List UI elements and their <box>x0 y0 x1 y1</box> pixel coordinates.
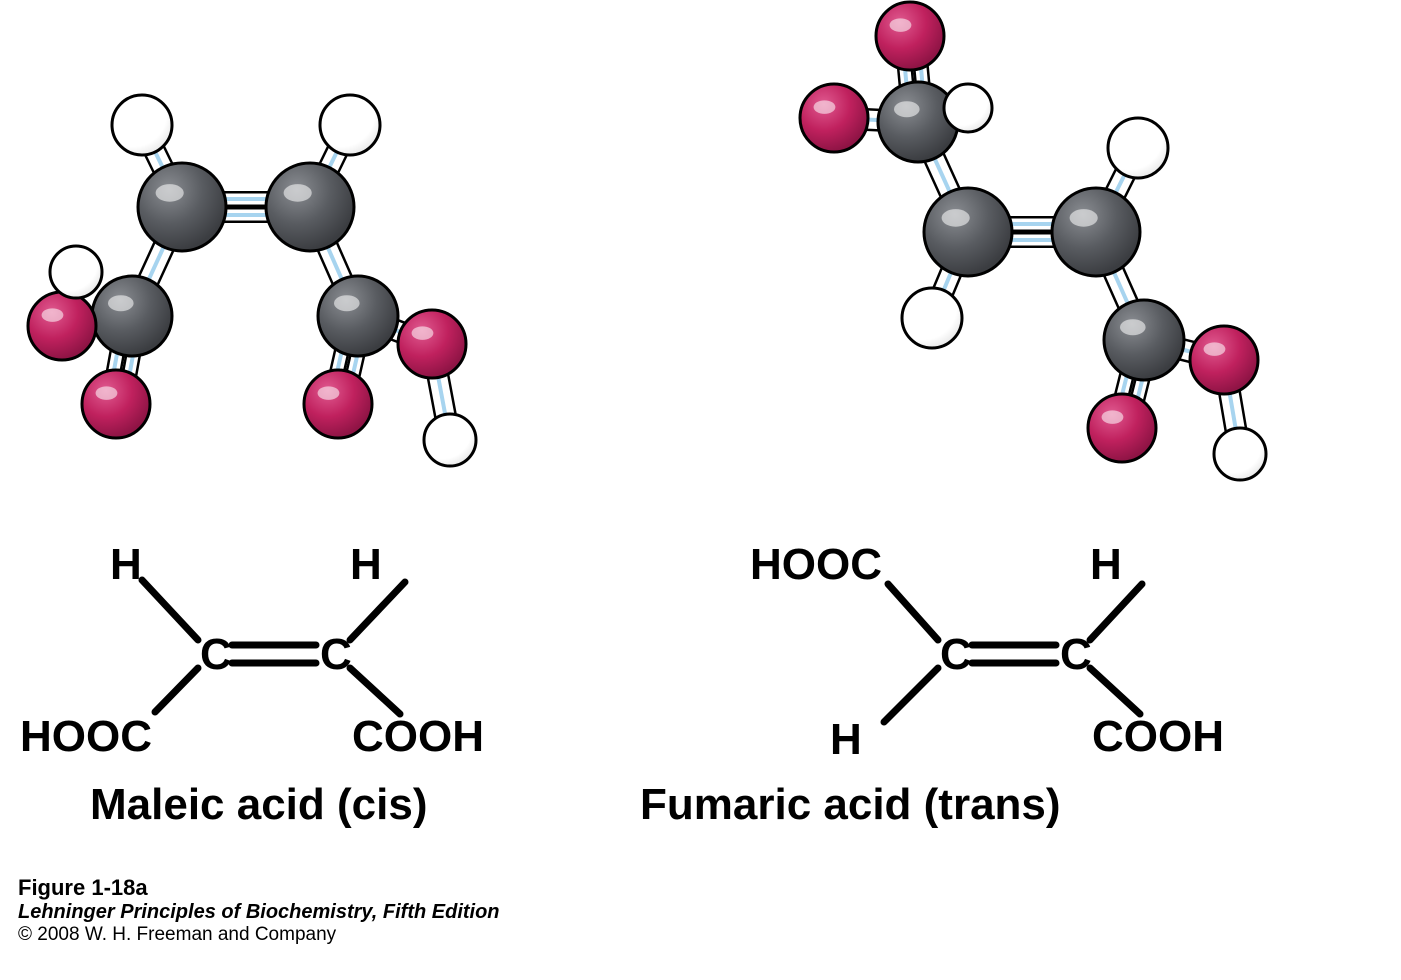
book-title: Lehninger Principles of Biochemistry, Fi… <box>18 901 500 924</box>
atom-hydrogen <box>50 246 102 298</box>
left-top-right-sub: H <box>350 540 382 590</box>
figure-number: Figure 1-18a <box>18 875 500 901</box>
atom-carbon <box>138 163 226 251</box>
atom-hydrogen <box>112 95 172 155</box>
right-top-left-sub: HOOC <box>750 540 882 590</box>
right-c-left: C <box>940 630 972 680</box>
left-bottom-left-sub: HOOC <box>20 712 152 762</box>
atom-hydrogen <box>320 95 380 155</box>
copyright-line: © 2008 W. H. Freeman and Company <box>18 924 500 946</box>
atom-oxygen <box>800 84 868 152</box>
atom-hydrogen <box>1214 428 1266 480</box>
atom-carbon <box>1104 300 1184 380</box>
right-molecule-name: Fumaric acid (trans) <box>640 780 1061 830</box>
atom-carbon <box>318 276 398 356</box>
atom-hydrogen <box>944 84 992 132</box>
right-bottom-right-sub: COOH <box>1092 712 1224 762</box>
atom-oxygen <box>28 292 96 360</box>
atom-carbon <box>92 276 172 356</box>
atom-carbon <box>924 188 1012 276</box>
right-c-right: C <box>1060 630 1092 680</box>
left-top-left-sub: H <box>110 540 142 590</box>
atom-hydrogen <box>424 414 476 466</box>
atom-carbon <box>1052 188 1140 276</box>
atom-oxygen <box>82 370 150 438</box>
atom-hydrogen <box>902 288 962 348</box>
right-top-right-sub: H <box>1090 540 1122 590</box>
atom-oxygen <box>304 370 372 438</box>
atom-hydrogen <box>1108 118 1168 178</box>
atom-oxygen <box>1088 394 1156 462</box>
right-bottom-left-sub: H <box>830 715 862 765</box>
left-c-right: C <box>320 630 352 680</box>
figure-footer: Figure 1-18a Lehninger Principles of Bio… <box>18 875 500 946</box>
left-bottom-right-sub: COOH <box>352 712 484 762</box>
left-molecule-name: Maleic acid (cis) <box>90 780 427 830</box>
molecule-svg <box>0 0 1401 980</box>
figure-canvas: H H C C HOOC COOH HOOC H C C H COOH Male… <box>0 0 1401 980</box>
atom-oxygen <box>398 310 466 378</box>
atom-carbon <box>266 163 354 251</box>
atom-oxygen <box>876 2 944 70</box>
atom-carbon <box>878 82 958 162</box>
left-c-left: C <box>200 630 232 680</box>
atom-oxygen <box>1190 326 1258 394</box>
